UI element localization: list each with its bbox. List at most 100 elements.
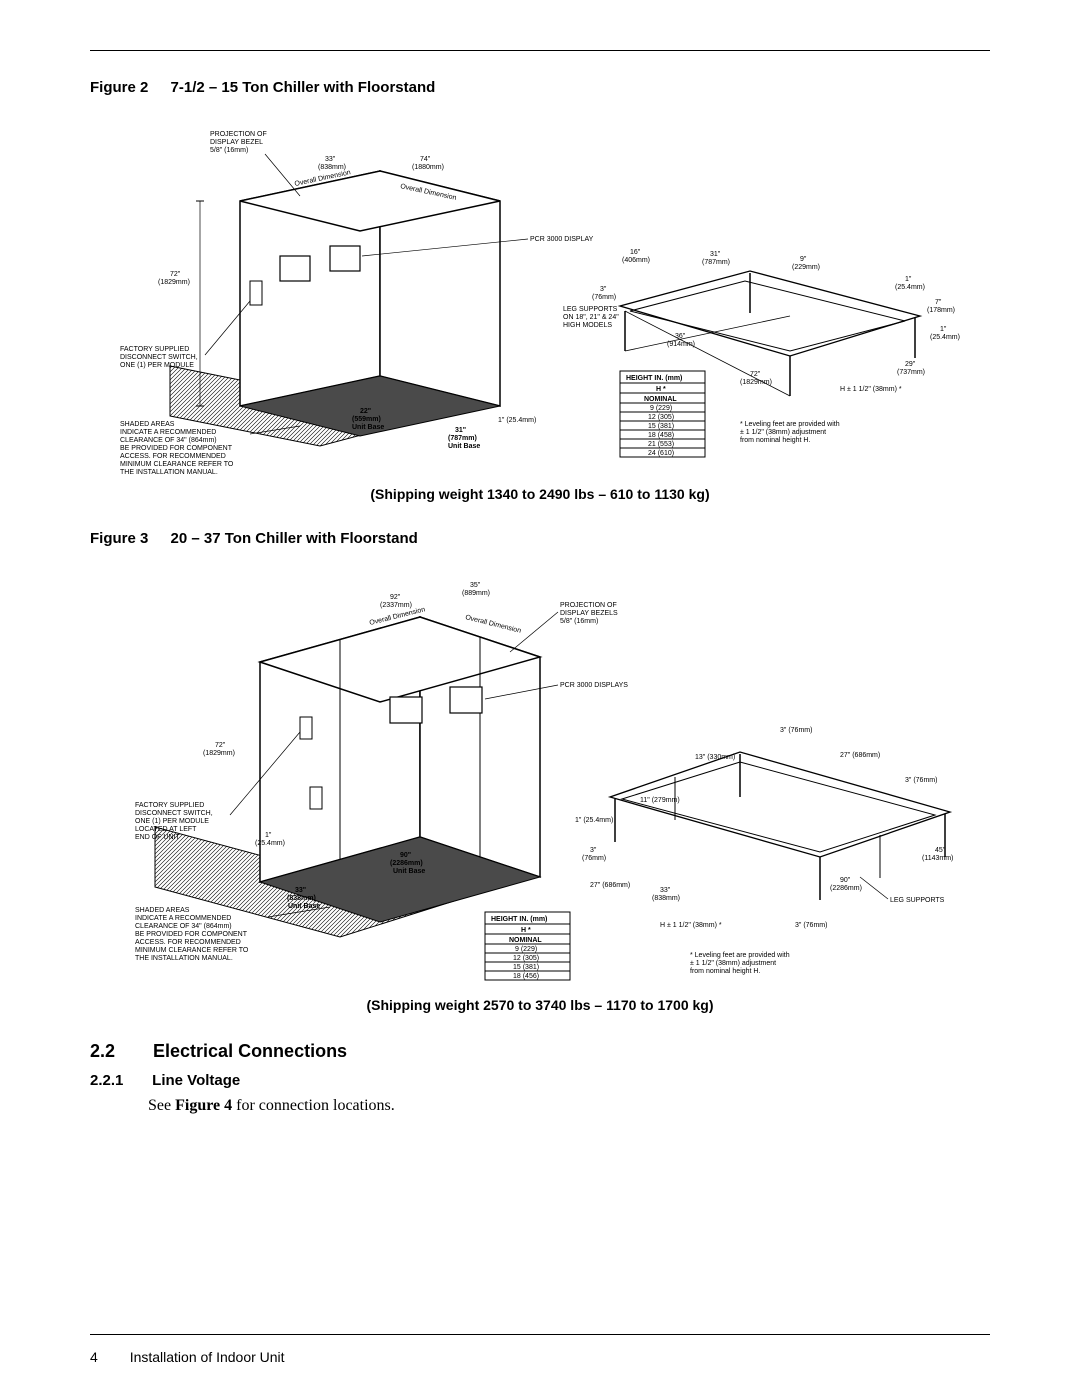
subsection-heading: 2.2.1 Line Voltage: [90, 1072, 990, 1089]
svg-text:29": 29": [905, 361, 916, 368]
svg-text:27" (686mm): 27" (686mm): [590, 882, 630, 889]
svg-text:DISCONNECT SWITCH,: DISCONNECT SWITCH,: [120, 354, 198, 361]
svg-text:15 (381): 15 (381): [513, 964, 539, 971]
svg-text:31": 31": [455, 427, 466, 434]
svg-text:3" (76mm): 3" (76mm): [780, 727, 812, 734]
svg-text:(25.4mm): (25.4mm): [255, 840, 285, 847]
figure-3-shipping-weight: (Shipping weight 2570 to 3740 lbs – 1170…: [90, 997, 990, 1013]
svg-text:PROJECTION OF: PROJECTION OF: [210, 131, 267, 138]
svg-text:HEIGHT IN. (mm): HEIGHT IN. (mm): [626, 375, 682, 382]
svg-text:(1143mm): (1143mm): [922, 855, 953, 862]
svg-text:* Leveling feet are provided w: * Leveling feet are provided with: [740, 421, 840, 428]
svg-text:9 (229): 9 (229): [515, 946, 537, 953]
svg-text:(76mm): (76mm): [582, 855, 606, 862]
svg-text:33": 33": [325, 156, 336, 163]
svg-text:ACCESS. FOR RECOMMENDED: ACCESS. FOR RECOMMENDED: [135, 939, 241, 946]
svg-text:ON 18", 21" & 24": ON 18", 21" & 24": [563, 314, 619, 321]
svg-text:(914mm): (914mm): [667, 341, 695, 348]
svg-text:18 (456): 18 (456): [513, 973, 539, 980]
svg-text:1": 1": [940, 326, 947, 333]
page-footer: 4 Installation of Indoor Unit: [90, 1349, 285, 1365]
svg-text:H *: H *: [656, 386, 666, 393]
svg-text:CLEARANCE OF 34" (864mm): CLEARANCE OF 34" (864mm): [135, 923, 232, 930]
svg-text:SHADED AREAS: SHADED AREAS: [120, 421, 175, 428]
svg-text:DISPLAY BEZEL: DISPLAY BEZEL: [210, 139, 263, 146]
svg-text:± 1 1/2" (38mm) adjustment: ± 1 1/2" (38mm) adjustment: [690, 960, 776, 967]
svg-text:(737mm): (737mm): [897, 369, 925, 376]
figure-2-caption: Figure 2 7-1/2 – 15 Ton Chiller with Flo…: [90, 79, 990, 96]
svg-text:3" (76mm): 3" (76mm): [905, 777, 937, 784]
svg-text:1": 1": [905, 276, 912, 283]
svg-text:72": 72": [215, 742, 226, 749]
svg-text:1" (25.4mm): 1" (25.4mm): [498, 417, 536, 424]
svg-text:ONE (1) PER MODULE: ONE (1) PER MODULE: [135, 818, 209, 825]
svg-text:from nominal height H.: from nominal height H.: [740, 437, 810, 444]
svg-text:(838mm): (838mm): [287, 895, 316, 902]
svg-text:9": 9": [800, 256, 807, 263]
svg-text:PROJECTION OF: PROJECTION OF: [560, 602, 617, 609]
figure-2-title: 7-1/2 – 15 Ton Chiller with Floorstand: [171, 79, 436, 96]
svg-text:36": 36": [675, 333, 686, 340]
svg-text:(1829mm): (1829mm): [740, 379, 772, 386]
svg-text:15 (381): 15 (381): [648, 423, 674, 430]
svg-text:DISPLAY BEZELS: DISPLAY BEZELS: [560, 610, 618, 617]
figure-3-diagram: 35" (889mm) 92" (2337mm) Overall Dimensi…: [90, 557, 990, 987]
section-number: 2.2: [90, 1041, 148, 1062]
svg-text:3" (76mm): 3" (76mm): [795, 922, 827, 929]
page-number: 4: [90, 1349, 98, 1365]
svg-text:24 (610): 24 (610): [648, 450, 674, 457]
svg-text:H ± 1 1/2" (38mm) *: H ± 1 1/2" (38mm) *: [840, 386, 902, 393]
svg-text:THE INSTALLATION MANUAL.: THE INSTALLATION MANUAL.: [135, 955, 233, 962]
svg-text:BE PROVIDED FOR COMPONENT: BE PROVIDED FOR COMPONENT: [120, 445, 233, 452]
footer-title: Installation of Indoor Unit: [130, 1349, 285, 1365]
svg-text:INDICATE A RECOMMENDED: INDICATE A RECOMMENDED: [120, 429, 216, 436]
svg-text:35": 35": [470, 582, 481, 589]
svg-text:HEIGHT IN. (mm): HEIGHT IN. (mm): [491, 916, 547, 923]
svg-text:(1829mm): (1829mm): [158, 279, 190, 286]
figure-2-shipping-weight: (Shipping weight 1340 to 2490 lbs – 610 …: [90, 486, 990, 502]
svg-text:MINIMUM CLEARANCE REFER TO: MINIMUM CLEARANCE REFER TO: [120, 461, 234, 468]
svg-text:5/8" (16mm): 5/8" (16mm): [210, 147, 248, 154]
svg-text:MINIMUM CLEARANCE REFER TO: MINIMUM CLEARANCE REFER TO: [135, 947, 249, 954]
svg-text:1" (25.4mm): 1" (25.4mm): [575, 817, 613, 824]
svg-text:from nominal height H.: from nominal height H.: [690, 968, 760, 975]
svg-text:(406mm): (406mm): [622, 257, 650, 264]
svg-text:(76mm): (76mm): [592, 294, 616, 301]
svg-text:27" (686mm): 27" (686mm): [840, 752, 880, 759]
svg-text:Overall Dimension: Overall Dimension: [465, 614, 522, 635]
svg-text:END OF UNIT: END OF UNIT: [135, 834, 180, 841]
svg-text:9 (229): 9 (229): [650, 405, 672, 412]
svg-text:(889mm): (889mm): [462, 590, 490, 597]
svg-text:(559mm): (559mm): [352, 416, 381, 423]
svg-text:LEG SUPPORTS: LEG SUPPORTS: [890, 897, 945, 904]
figure-3-number: Figure 3: [90, 530, 148, 547]
figure-3-caption: Figure 3 20 – 37 Ton Chiller with Floors…: [90, 530, 990, 547]
section-heading: 2.2 Electrical Connections: [90, 1041, 990, 1062]
top-rule: [90, 50, 990, 51]
svg-text:72": 72": [750, 371, 761, 378]
svg-text:ACCESS. FOR RECOMMENDED: ACCESS. FOR RECOMMENDED: [120, 453, 226, 460]
svg-text:(1880mm): (1880mm): [412, 164, 444, 171]
svg-text:31": 31": [710, 251, 721, 258]
svg-text:PCR 3000 DISPLAYS: PCR 3000 DISPLAYS: [560, 682, 628, 689]
svg-text:Unit Base: Unit Base: [288, 903, 320, 910]
svg-text:BE PROVIDED FOR COMPONENT: BE PROVIDED FOR COMPONENT: [135, 931, 248, 938]
svg-text:45": 45": [935, 847, 946, 854]
figure-3-title: 20 – 37 Ton Chiller with Floorstand: [171, 530, 418, 547]
svg-text:FACTORY SUPPLIED: FACTORY SUPPLIED: [120, 346, 189, 353]
svg-text:INDICATE A RECOMMENDED: INDICATE A RECOMMENDED: [135, 915, 231, 922]
svg-text:H ± 1 1/2" (38mm) *: H ± 1 1/2" (38mm) *: [660, 922, 722, 929]
svg-text:74": 74": [420, 156, 431, 163]
svg-text:5/8" (16mm): 5/8" (16mm): [560, 618, 598, 625]
svg-text:Unit Base: Unit Base: [448, 443, 480, 450]
svg-text:33": 33": [295, 887, 306, 894]
svg-text:(25.4mm): (25.4mm): [930, 334, 960, 341]
figure-4-reference: Figure 4: [175, 1097, 232, 1114]
section-title: Electrical Connections: [153, 1041, 347, 1061]
svg-text:(2337mm): (2337mm): [380, 602, 412, 609]
svg-text:(178mm): (178mm): [927, 307, 955, 314]
svg-text:33": 33": [660, 887, 671, 894]
body-see: See: [148, 1097, 175, 1114]
svg-text:PCR 3000 DISPLAY: PCR 3000 DISPLAY: [530, 236, 594, 243]
subsection-title: Line Voltage: [152, 1072, 240, 1089]
